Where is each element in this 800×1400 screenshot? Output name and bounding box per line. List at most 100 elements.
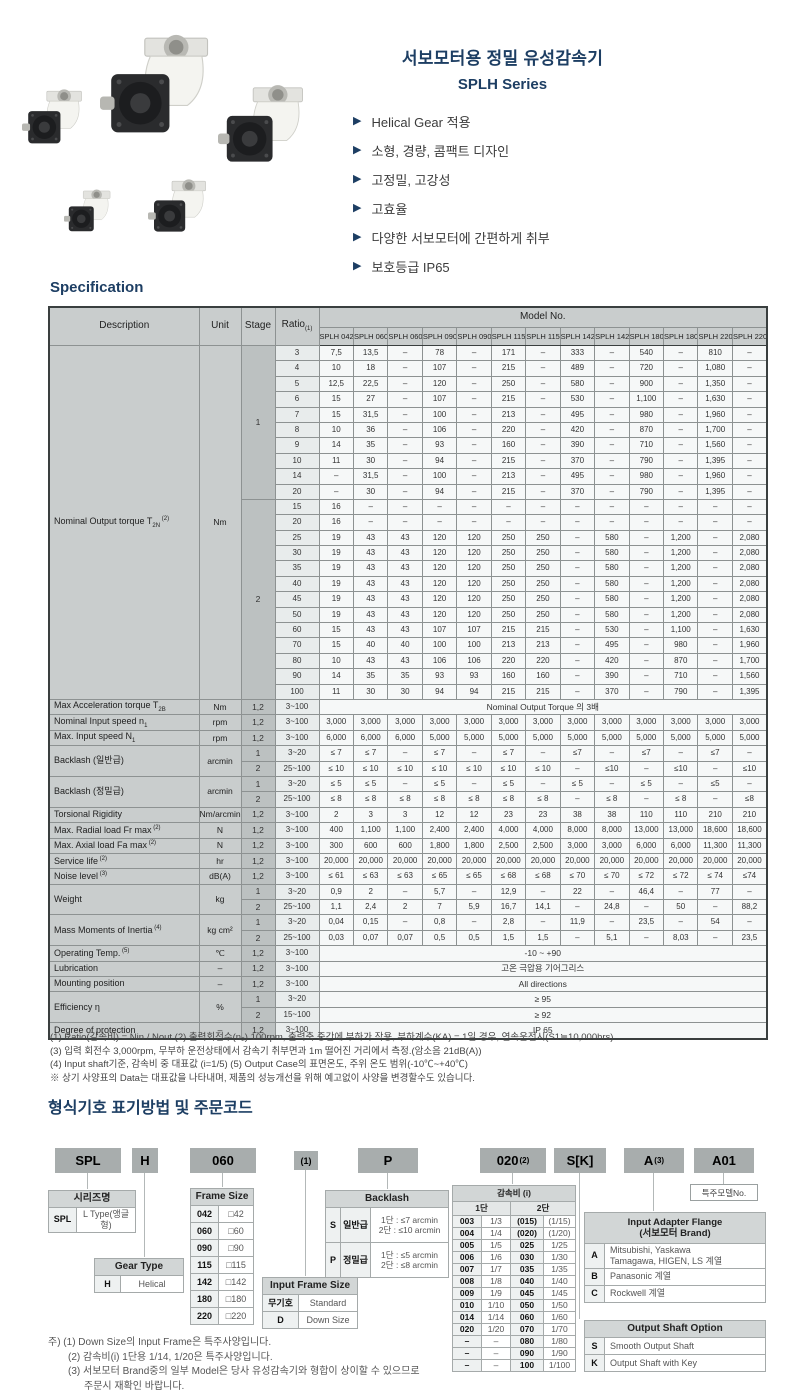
- value-cell: –: [456, 468, 492, 485]
- value-cell: –: [352, 514, 389, 531]
- value-cell: 1,630: [697, 391, 733, 408]
- ratio-cell: 40: [274, 575, 320, 593]
- value-cell: 20,000: [456, 852, 492, 870]
- cell: 080: [510, 1335, 544, 1348]
- value-cell: 3,000: [697, 714, 733, 731]
- stage-cell: 1,2: [240, 837, 276, 854]
- value-cell: –: [387, 452, 423, 470]
- value-cell: –: [697, 591, 733, 608]
- value-cell: 40: [352, 637, 389, 654]
- value-cell: 250: [490, 575, 527, 593]
- value-cell: 790: [628, 483, 665, 500]
- value-cell: 0,15: [352, 914, 389, 931]
- cell: 008: [452, 1275, 482, 1288]
- value-cell: ≤ 5: [318, 775, 354, 793]
- value-cell: 5,000: [456, 729, 492, 747]
- value-cell: –: [559, 514, 596, 531]
- frame-size-header: Frame Size: [190, 1188, 254, 1206]
- value-cell: ≤ 5: [628, 775, 665, 793]
- cell: 040: [510, 1275, 544, 1288]
- value-cell: 3,000: [525, 714, 561, 731]
- value-cell: –: [594, 468, 630, 485]
- value-cell: 580: [594, 606, 630, 624]
- input-frame-size-table: Input Frame Size 무기호 Standard D Down Size: [262, 1277, 358, 1329]
- cell: 010: [452, 1299, 482, 1312]
- value-cell: ≤ 8: [318, 791, 354, 808]
- value-cell: –: [559, 622, 596, 639]
- model-col-header: SPLH 220D: [731, 327, 768, 346]
- value-cell: ≤ 10: [421, 760, 458, 777]
- stage-cell: 1: [240, 345, 276, 500]
- value-cell: 43: [352, 545, 389, 562]
- value-cell: 93: [421, 668, 458, 685]
- value-cell: ≤7: [559, 745, 596, 762]
- unit-cell: %: [198, 991, 242, 1024]
- cell: 1/50: [543, 1299, 576, 1312]
- value-cell: 580: [594, 560, 630, 577]
- value-cell: 23: [525, 806, 561, 824]
- unit-cell: N: [198, 837, 242, 854]
- value-cell: 88,2: [731, 899, 768, 916]
- value-cell: –: [697, 637, 733, 654]
- value-cell: –: [525, 406, 561, 423]
- value-cell: 3,000: [387, 714, 423, 731]
- connector-line: [222, 1173, 223, 1187]
- value-cell: 2: [352, 883, 389, 901]
- value-cell: –: [663, 883, 699, 901]
- value-cell: 215: [525, 683, 561, 700]
- cell: 1/45: [543, 1287, 576, 1300]
- value-cell: 2,080: [731, 606, 768, 624]
- cell: 1/7: [481, 1263, 511, 1276]
- value-cell: 20,000: [352, 852, 389, 870]
- cell: Mitsubishi, Yaskawa Tamagawa, HIGEN, LS 계…: [604, 1243, 766, 1269]
- value-cell: 870: [628, 421, 665, 439]
- cell: 060: [190, 1222, 219, 1240]
- value-span-cell: ≥ 95: [318, 991, 768, 1008]
- value-cell: 215: [525, 622, 561, 639]
- ratio-cell: 3~100: [274, 1022, 320, 1040]
- value-cell: 1,960: [697, 468, 733, 485]
- value-cell: ≤ 7: [352, 745, 389, 762]
- value-cell: 790: [663, 683, 699, 700]
- bullet-triangle-icon: ▶: [353, 231, 362, 243]
- value-cell: 93: [456, 668, 492, 685]
- gear-type-header: Gear Type: [94, 1258, 184, 1276]
- value-cell: –: [628, 622, 665, 639]
- value-cell: 23: [490, 806, 527, 824]
- value-cell: –: [421, 498, 458, 516]
- value-cell: 400: [318, 822, 354, 839]
- input-frame-header: Input Frame Size: [262, 1277, 358, 1295]
- model-col-header: SPLH 180: [628, 327, 665, 346]
- value-cell: 3,000: [731, 714, 768, 731]
- spec-row-label: Backlash (정밀급): [48, 775, 200, 808]
- value-cell: 0,03: [318, 929, 354, 947]
- ratio-cell: 15~100: [274, 1006, 320, 1024]
- stage-cell: 1,2: [240, 729, 276, 747]
- cell: □142: [218, 1273, 254, 1291]
- cell: (1/15): [543, 1215, 576, 1228]
- value-cell: 18,600: [731, 822, 768, 839]
- value-cell: ≤ 8: [456, 791, 492, 808]
- title-block: 서보모터용 정밀 유성감속기 SPLH Series: [350, 44, 655, 93]
- cell: 1/5: [481, 1239, 511, 1252]
- value-cell: –: [731, 914, 768, 931]
- value-cell: –: [456, 498, 492, 516]
- value-cell: 120: [421, 545, 458, 562]
- cell: 1/60: [543, 1311, 576, 1324]
- value-cell: 78: [421, 344, 458, 362]
- cell: P: [325, 1242, 341, 1278]
- page-title-series: SPLH Series: [457, 76, 548, 93]
- value-cell: 23,5: [731, 929, 768, 947]
- value-cell: 215: [490, 622, 527, 639]
- page-title-ko: 서보모터용 정밀 유성감속기: [401, 49, 604, 68]
- cell: 1단 : ≤5 arcmin 2단 : ≤8 arcmin: [370, 1242, 449, 1278]
- value-cell: –: [594, 498, 630, 516]
- value-cell: 35: [387, 668, 423, 685]
- value-cell: –: [525, 883, 561, 901]
- value-cell: –: [456, 483, 492, 500]
- value-cell: ≤ 63: [352, 868, 389, 885]
- value-cell: 120: [456, 560, 492, 577]
- value-cell: 15: [318, 391, 354, 408]
- value-cell: 980: [628, 468, 665, 485]
- col-header-unit: Unit: [198, 306, 242, 346]
